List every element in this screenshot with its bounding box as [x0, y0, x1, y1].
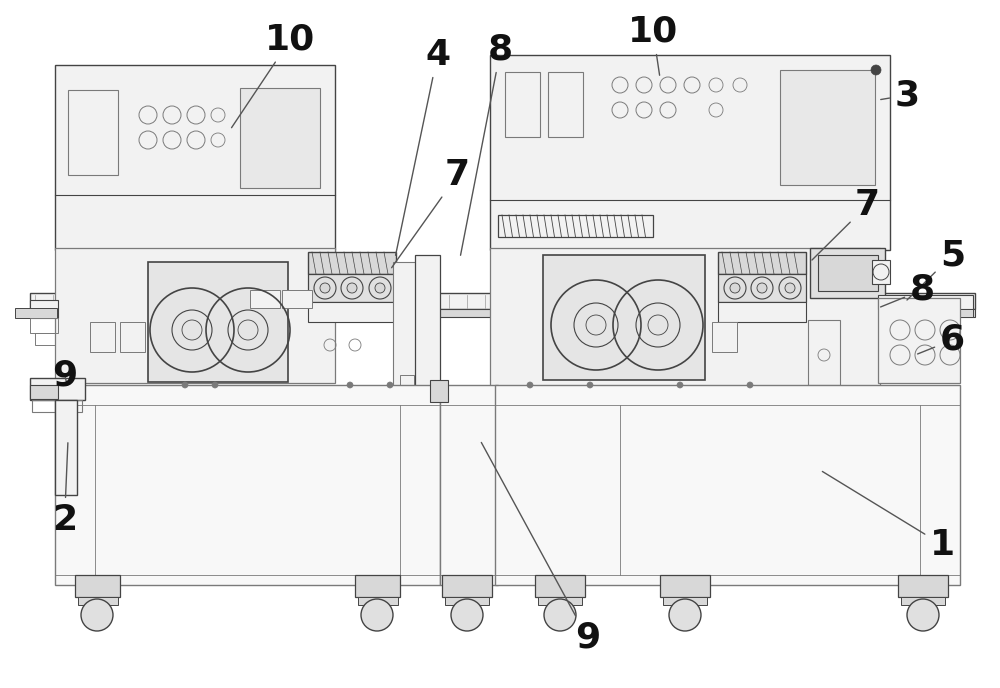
- Circle shape: [347, 283, 357, 293]
- Text: 6: 6: [918, 323, 965, 357]
- Circle shape: [669, 599, 701, 631]
- Bar: [718, 252, 806, 274]
- Bar: [878, 295, 973, 309]
- Bar: [663, 597, 707, 605]
- Bar: [878, 309, 973, 317]
- Circle shape: [81, 599, 113, 631]
- Circle shape: [387, 382, 393, 388]
- Bar: [548, 72, 583, 137]
- Bar: [15, 308, 57, 318]
- Bar: [718, 274, 806, 302]
- Bar: [358, 597, 398, 605]
- Bar: [30, 293, 975, 309]
- Text: 3: 3: [881, 78, 920, 112]
- Bar: [90, 322, 115, 352]
- Circle shape: [212, 382, 218, 388]
- Bar: [75, 575, 120, 597]
- Text: 7: 7: [392, 158, 470, 268]
- Bar: [148, 262, 288, 382]
- Text: 10: 10: [232, 23, 315, 128]
- Bar: [30, 378, 85, 400]
- Circle shape: [527, 382, 533, 388]
- Bar: [415, 255, 440, 425]
- Bar: [55, 65, 335, 250]
- Bar: [543, 255, 705, 380]
- Bar: [410, 415, 446, 435]
- Bar: [78, 597, 118, 605]
- Bar: [282, 290, 312, 308]
- Bar: [780, 70, 875, 185]
- Circle shape: [730, 283, 740, 293]
- Text: 10: 10: [628, 15, 678, 75]
- Circle shape: [757, 283, 767, 293]
- Bar: [355, 575, 400, 597]
- Bar: [400, 375, 414, 390]
- Bar: [818, 255, 878, 291]
- Bar: [393, 262, 421, 390]
- Text: 9: 9: [481, 442, 600, 655]
- Bar: [308, 252, 396, 274]
- Bar: [808, 320, 840, 385]
- Bar: [660, 575, 710, 597]
- Bar: [415, 435, 440, 465]
- Bar: [30, 385, 58, 399]
- Text: 8: 8: [881, 273, 935, 307]
- Text: 1: 1: [822, 471, 955, 562]
- Circle shape: [907, 599, 939, 631]
- Bar: [535, 575, 585, 597]
- Text: 2: 2: [52, 443, 77, 537]
- Bar: [120, 322, 145, 352]
- Bar: [55, 385, 440, 585]
- Bar: [430, 380, 448, 402]
- Circle shape: [677, 382, 683, 388]
- Bar: [30, 318, 58, 333]
- Text: 4: 4: [396, 38, 450, 255]
- Text: 7: 7: [812, 188, 880, 260]
- Circle shape: [320, 283, 330, 293]
- Bar: [712, 322, 737, 352]
- Bar: [872, 260, 890, 284]
- Bar: [898, 575, 948, 597]
- Bar: [445, 597, 489, 605]
- Bar: [490, 55, 890, 250]
- Bar: [35, 333, 55, 345]
- Bar: [538, 597, 582, 605]
- Bar: [810, 248, 885, 298]
- Text: 9: 9: [52, 358, 77, 392]
- Bar: [32, 400, 82, 412]
- Circle shape: [871, 65, 881, 75]
- Circle shape: [361, 599, 393, 631]
- Bar: [442, 575, 492, 597]
- Text: 8: 8: [461, 33, 513, 255]
- Circle shape: [587, 382, 593, 388]
- Circle shape: [785, 283, 795, 293]
- Circle shape: [747, 382, 753, 388]
- Bar: [30, 300, 58, 318]
- Bar: [505, 72, 540, 137]
- Circle shape: [375, 283, 385, 293]
- Circle shape: [544, 599, 576, 631]
- Bar: [55, 400, 77, 495]
- Bar: [878, 298, 960, 383]
- Bar: [240, 88, 320, 188]
- Bar: [495, 385, 960, 585]
- Text: 5: 5: [907, 238, 965, 300]
- Bar: [498, 215, 653, 237]
- Bar: [30, 309, 975, 317]
- Bar: [55, 248, 335, 383]
- Bar: [490, 248, 880, 388]
- Bar: [250, 290, 280, 308]
- Bar: [718, 302, 806, 322]
- Circle shape: [182, 382, 188, 388]
- Bar: [901, 597, 945, 605]
- Circle shape: [347, 382, 353, 388]
- Circle shape: [451, 599, 483, 631]
- Bar: [308, 302, 396, 322]
- Bar: [308, 274, 396, 302]
- Bar: [68, 90, 118, 175]
- Bar: [440, 385, 498, 585]
